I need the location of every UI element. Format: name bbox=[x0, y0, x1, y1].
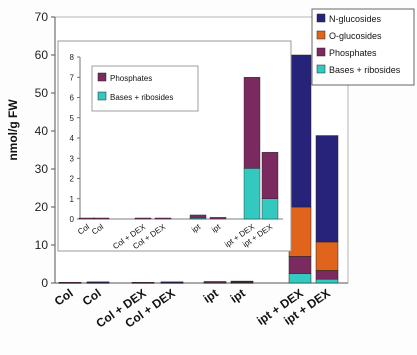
inset-legend-swatch bbox=[97, 91, 107, 101]
inset-bar-segment bbox=[78, 217, 96, 220]
inset-y-tick-label: 5 bbox=[70, 114, 75, 123]
legend-label: O-glucosides bbox=[329, 31, 382, 41]
inset-y-tick-label: 3 bbox=[70, 154, 75, 163]
legend-swatch bbox=[316, 47, 326, 57]
y-axis-title: nmol/g FW bbox=[6, 99, 20, 161]
x-tick-label: ipt bbox=[228, 286, 248, 306]
y-tick-label: 10 bbox=[35, 238, 49, 252]
bar-segment bbox=[288, 256, 312, 274]
y-tick-label: 70 bbox=[35, 10, 49, 24]
legend-swatch bbox=[316, 30, 326, 40]
y-tick-label: 60 bbox=[35, 48, 49, 62]
legend-box bbox=[311, 8, 415, 86]
inset-y-tick-label: 2 bbox=[70, 175, 75, 184]
bar-segment bbox=[160, 281, 184, 283]
bar-segment bbox=[288, 54, 312, 208]
legend-swatch bbox=[316, 64, 326, 74]
inset-legend-box bbox=[91, 65, 199, 112]
inset-y-tick-label: 7 bbox=[70, 73, 75, 82]
legend-swatch bbox=[316, 13, 326, 23]
inset-bar-segment bbox=[261, 151, 279, 199]
inset-y-tick-label: 1 bbox=[70, 195, 75, 204]
inset-bar-segment bbox=[154, 217, 172, 220]
x-tick-label: Col bbox=[80, 286, 104, 309]
bar-segment bbox=[315, 278, 339, 284]
y-tick-label: 0 bbox=[41, 276, 48, 290]
inset-bar-segment bbox=[261, 198, 279, 220]
inset-legend-swatch bbox=[97, 72, 107, 82]
bar-segment bbox=[288, 273, 312, 284]
inset-bar-segment bbox=[134, 217, 152, 220]
inset-bar-segment bbox=[243, 168, 261, 220]
bar-segment bbox=[131, 281, 155, 284]
inset-bar-segment bbox=[243, 77, 261, 169]
y-tick-label: 40 bbox=[35, 124, 49, 138]
bar-segment bbox=[315, 135, 339, 243]
inset-legend-label: Phosphates bbox=[110, 74, 152, 83]
inset-legend-label: Bases + ribosides bbox=[110, 93, 173, 102]
bar-segment bbox=[315, 270, 339, 280]
bar-segment bbox=[315, 241, 339, 271]
x-tick-label: ipt bbox=[201, 286, 221, 306]
inset-y-tick-label: 6 bbox=[70, 94, 75, 103]
bar-segment bbox=[288, 206, 312, 257]
y-tick-label: 30 bbox=[35, 162, 49, 176]
bar-segment bbox=[58, 281, 82, 284]
x-tick-label: Col bbox=[52, 286, 76, 309]
inset-bar-segment bbox=[189, 214, 207, 219]
inset-y-tick-label: 8 bbox=[70, 53, 75, 62]
inset-y-tick-label: 4 bbox=[70, 134, 75, 143]
bar-segment bbox=[203, 281, 227, 283]
bar-segment bbox=[86, 281, 110, 283]
y-tick-label: 20 bbox=[35, 200, 49, 214]
legend-label: N-glucosides bbox=[329, 14, 382, 24]
inset-bar-segment bbox=[92, 217, 110, 220]
inset-y-tick-label: 0 bbox=[70, 215, 75, 224]
y-tick-label: 50 bbox=[35, 86, 49, 100]
inset-bar-segment bbox=[209, 217, 227, 220]
legend-label: Phosphates bbox=[329, 48, 377, 58]
bar-segment bbox=[230, 280, 254, 283]
legend-label: Bases + ribosides bbox=[329, 65, 401, 75]
